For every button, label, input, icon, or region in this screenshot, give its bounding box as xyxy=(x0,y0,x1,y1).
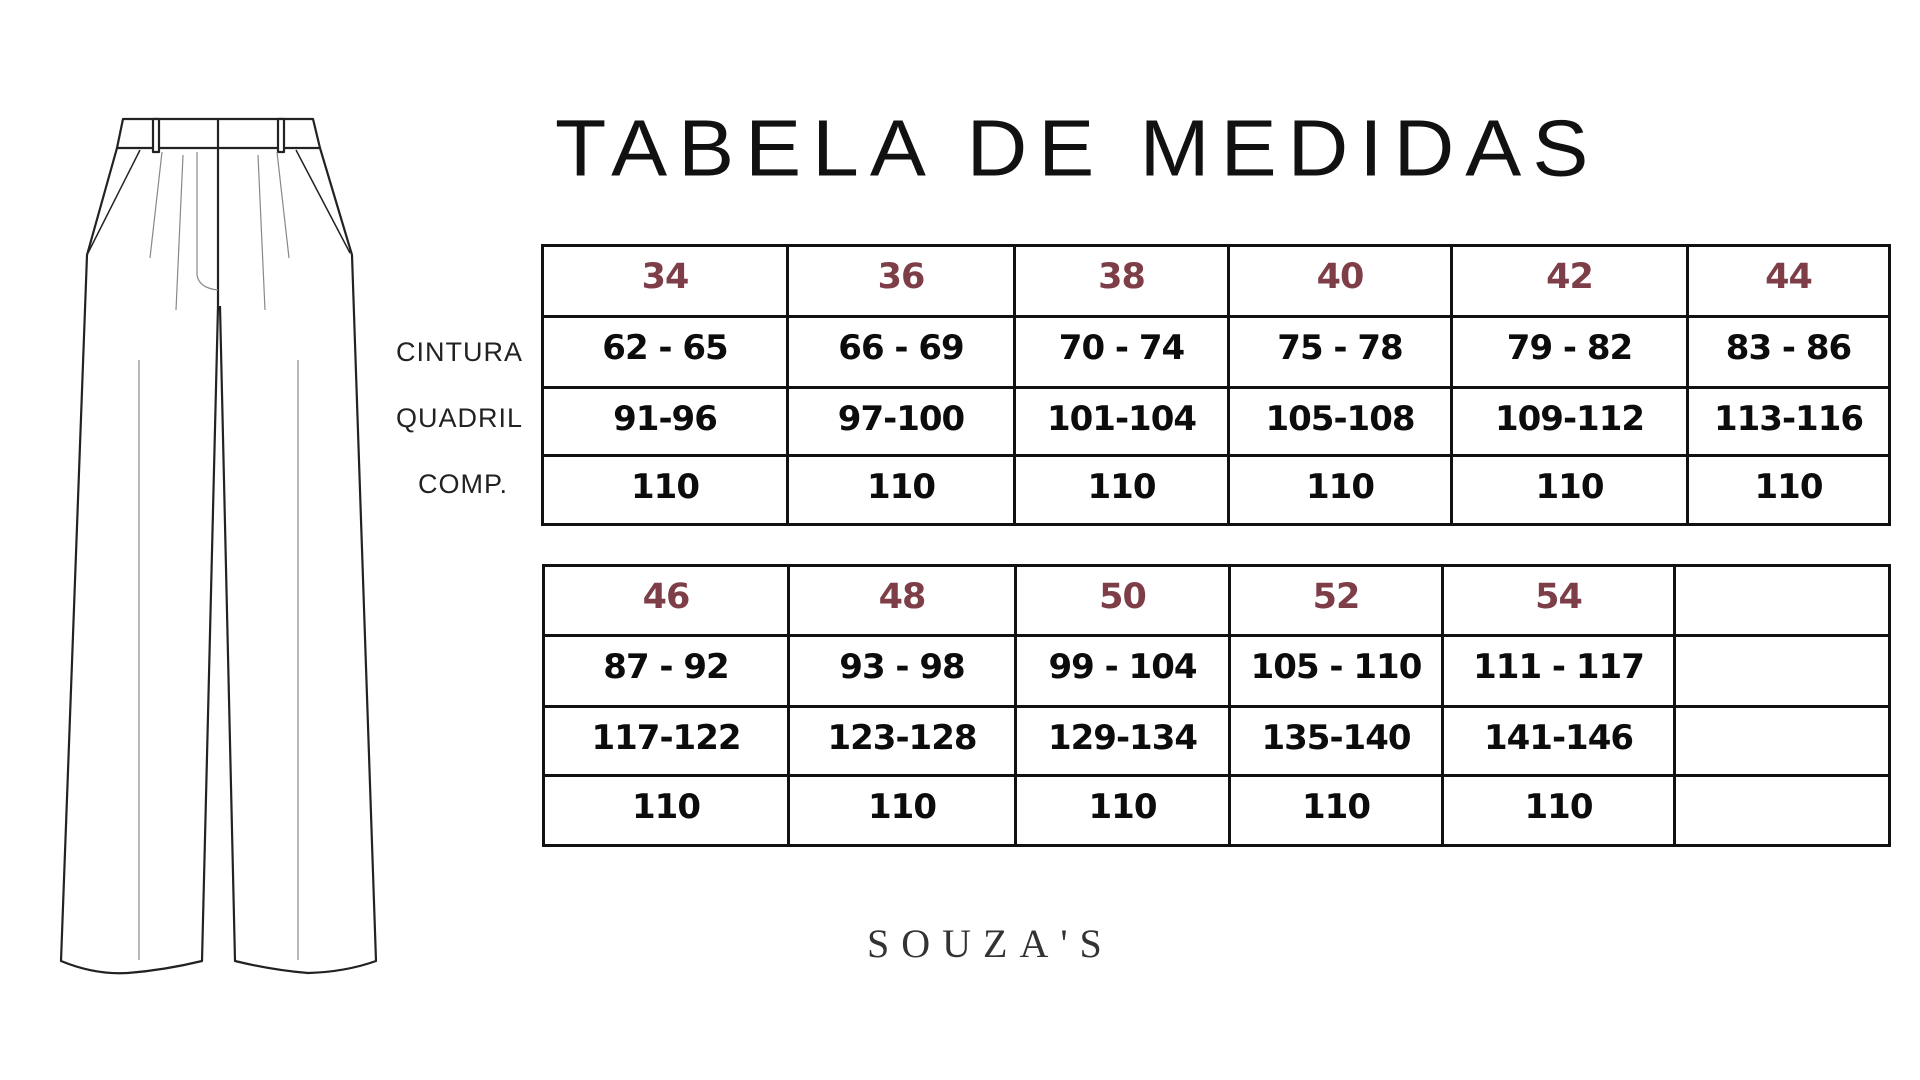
comp-cell: 110 xyxy=(1228,774,1444,847)
quadril-cell: 97-100 xyxy=(786,386,1016,457)
comp-cell: 110 xyxy=(542,774,790,847)
cintura-cell: 79 - 82 xyxy=(1450,315,1689,389)
quadril-cell: 141-146 xyxy=(1441,705,1676,777)
quadril-cell: 91-96 xyxy=(541,386,789,457)
size-row: 34 36 38 40 42 44 xyxy=(541,244,1891,318)
cintura-cell: 83 - 86 xyxy=(1686,315,1891,389)
cintura-cell: 105 - 110 xyxy=(1228,634,1444,708)
size-cell: 34 xyxy=(541,244,789,318)
cintura-cell: 87 - 92 xyxy=(542,634,790,708)
quadril-cell: 101-104 xyxy=(1013,386,1230,457)
empty-cell xyxy=(1673,564,1891,637)
cintura-cell: 66 - 69 xyxy=(786,315,1016,389)
size-cell: 54 xyxy=(1441,564,1676,637)
quadril-row: 91-96 97-100 101-104 105-108 109-112 113… xyxy=(541,386,1891,457)
size-cell: 42 xyxy=(1450,244,1689,318)
cintura-cell: 99 - 104 xyxy=(1014,634,1231,708)
empty-cell xyxy=(1673,774,1891,847)
size-cell: 52 xyxy=(1228,564,1444,637)
quadril-cell: 113-116 xyxy=(1686,386,1891,457)
row-label-comp: COMP. xyxy=(418,469,509,499)
size-cell: 44 xyxy=(1686,244,1891,318)
quadril-cell: 117-122 xyxy=(542,705,790,777)
pants-illustration xyxy=(59,117,378,975)
empty-cell xyxy=(1673,634,1891,708)
comp-cell: 110 xyxy=(1013,454,1230,526)
size-cell: 46 xyxy=(542,564,790,637)
size-table-2: 46 48 50 52 54 87 - 92 93 - 98 99 - 104 … xyxy=(542,564,1891,847)
quadril-row: 117-122 123-128 129-134 135-140 141-146 xyxy=(542,705,1891,777)
quadril-cell: 129-134 xyxy=(1014,705,1231,777)
comp-cell: 110 xyxy=(541,454,789,526)
quadril-cell: 105-108 xyxy=(1227,386,1453,457)
comp-cell: 110 xyxy=(1227,454,1453,526)
empty-cell xyxy=(1673,705,1891,777)
comp-cell: 110 xyxy=(1441,774,1676,847)
row-label-cintura: CINTURA xyxy=(396,337,523,367)
size-cell: 36 xyxy=(786,244,1016,318)
cintura-cell: 93 - 98 xyxy=(787,634,1017,708)
comp-cell: 110 xyxy=(787,774,1017,847)
size-table-1: 34 36 38 40 42 44 62 - 65 66 - 69 70 - 7… xyxy=(541,244,1891,526)
size-cell: 40 xyxy=(1227,244,1453,318)
cintura-row: 62 - 65 66 - 69 70 - 74 75 - 78 79 - 82 … xyxy=(541,315,1891,389)
cintura-cell: 62 - 65 xyxy=(541,315,789,389)
comp-row: 110 110 110 110 110 xyxy=(542,774,1891,847)
comp-cell: 110 xyxy=(1450,454,1689,526)
size-row: 46 48 50 52 54 xyxy=(542,564,1891,637)
cintura-cell: 111 - 117 xyxy=(1441,634,1676,708)
size-cell: 48 xyxy=(787,564,1017,637)
quadril-cell: 109-112 xyxy=(1450,386,1689,457)
quadril-cell: 135-140 xyxy=(1228,705,1444,777)
row-label-quadril: QUADRIL xyxy=(396,403,524,433)
comp-cell: 110 xyxy=(1686,454,1891,526)
size-cell: 38 xyxy=(1013,244,1230,318)
page-title: TABELA DE MEDIDAS xyxy=(555,103,1600,193)
quadril-cell: 123-128 xyxy=(787,705,1017,777)
size-cell: 50 xyxy=(1014,564,1231,637)
cintura-row: 87 - 92 93 - 98 99 - 104 105 - 110 111 -… xyxy=(542,634,1891,708)
comp-cell: 110 xyxy=(1014,774,1231,847)
brand-logo-text: SOUZA'S xyxy=(867,921,1114,966)
comp-row: 110 110 110 110 110 110 xyxy=(541,454,1891,526)
cintura-cell: 75 - 78 xyxy=(1227,315,1453,389)
cintura-cell: 70 - 74 xyxy=(1013,315,1230,389)
comp-cell: 110 xyxy=(786,454,1016,526)
